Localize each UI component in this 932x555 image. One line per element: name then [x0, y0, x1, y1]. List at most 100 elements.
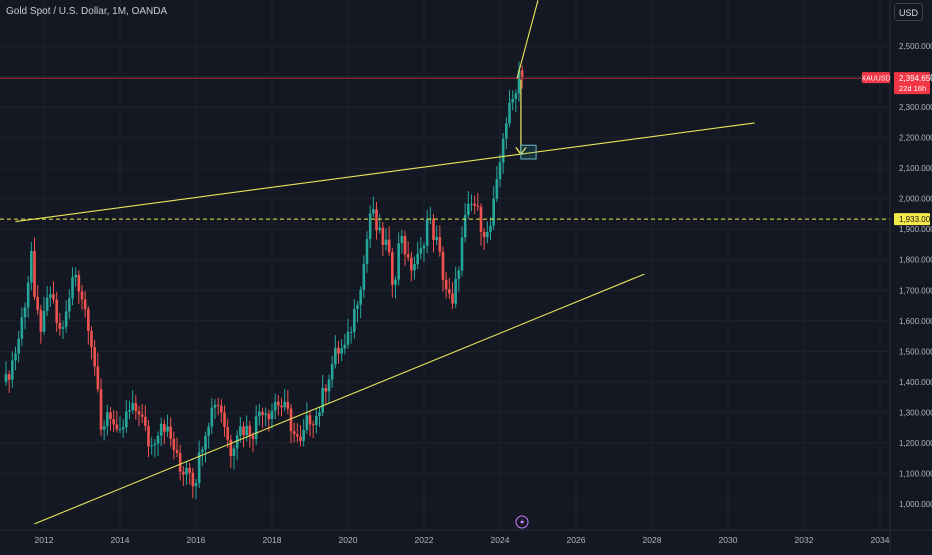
candle-body — [71, 277, 74, 299]
candle-body — [302, 429, 305, 441]
currency-button[interactable]: USD — [894, 3, 923, 21]
candle-body — [169, 426, 172, 439]
candle-body — [229, 439, 233, 457]
candle-body — [381, 227, 385, 245]
candle-body — [178, 452, 182, 472]
candle-body — [80, 291, 84, 300]
x-tick-label: 2020 — [339, 535, 358, 545]
candle-body — [292, 431, 296, 435]
candle-body — [289, 408, 293, 432]
candle-body — [156, 435, 160, 444]
candle-body — [140, 414, 144, 417]
candle-body — [419, 248, 423, 254]
drawings[interactable] — [0, 0, 890, 525]
candle-body — [248, 425, 252, 436]
candle-body — [441, 251, 445, 280]
candle-body — [425, 219, 429, 246]
candle-body — [267, 413, 271, 420]
candle-body — [226, 427, 229, 440]
candle-body — [93, 347, 96, 367]
candle-body — [201, 449, 204, 453]
y-tick-label: 1,400.000 — [899, 378, 932, 387]
candle-body — [242, 426, 245, 436]
candle-body — [150, 445, 153, 447]
candle-body — [517, 70, 521, 94]
chart-title: Gold Spot / U.S. Dollar, 1M, OANDA — [6, 6, 168, 17]
candle-body — [102, 426, 106, 430]
candle-body — [463, 214, 467, 238]
y-tick-label: 1,500.000 — [899, 347, 932, 356]
candle-body — [486, 231, 489, 238]
lightning-icon[interactable] — [515, 515, 529, 529]
candle-body — [220, 405, 223, 413]
current-price-tag — [894, 72, 930, 95]
candle-body — [308, 415, 312, 425]
candle-body — [448, 289, 451, 294]
y-tick-label: 2,000.000 — [899, 195, 932, 204]
candle-body — [375, 209, 378, 231]
candle-body — [197, 452, 201, 483]
candle-body — [185, 467, 188, 475]
candle-body — [61, 327, 65, 329]
candle-body — [251, 435, 255, 440]
candle-body — [299, 436, 302, 441]
candle-body — [112, 419, 115, 425]
x-tick-label: 2026 — [567, 535, 586, 545]
candle-body — [33, 250, 36, 297]
y-tick-label: 2,100.000 — [899, 164, 932, 173]
candle-body — [232, 448, 236, 457]
candle-body — [286, 401, 290, 409]
candle-body — [365, 239, 369, 264]
candle-body — [508, 102, 511, 124]
candle-body — [451, 293, 454, 304]
candle-body — [378, 227, 381, 231]
candle-body — [422, 245, 426, 249]
candle-body — [245, 425, 248, 436]
candle-body — [210, 407, 214, 427]
candle-body — [128, 410, 131, 412]
candle-body — [191, 472, 195, 487]
candle-body — [20, 317, 24, 339]
candle-body — [467, 204, 470, 215]
upper-trendline[interactable] — [15, 122, 755, 223]
y-tick-label: 2,300.000 — [899, 103, 932, 112]
candle-body — [216, 404, 220, 406]
candle-body — [368, 213, 372, 240]
target-box[interactable] — [520, 144, 537, 160]
x-tick-label: 2030 — [719, 535, 738, 545]
candle-body — [125, 411, 128, 428]
candle-body — [435, 236, 438, 240]
candle-body — [115, 424, 119, 430]
candle-body — [362, 263, 366, 290]
candle-body — [55, 299, 58, 323]
candle-body — [188, 467, 191, 473]
candle-body — [438, 236, 442, 252]
lower-trendline[interactable] — [34, 273, 645, 525]
candle-body — [384, 239, 388, 245]
candle-body — [296, 434, 299, 437]
candle-body — [153, 443, 157, 446]
candle-body — [26, 282, 30, 308]
candle-body — [264, 413, 267, 416]
candle-body — [406, 254, 410, 258]
candle-body — [14, 353, 17, 361]
candle-body — [321, 387, 324, 413]
candle-body — [106, 412, 109, 427]
steep-trendline[interactable] — [516, 0, 539, 79]
candle-body — [498, 162, 502, 180]
candle-body — [476, 205, 480, 207]
candle-body — [261, 411, 264, 416]
candle-body — [470, 203, 473, 205]
candle-body — [166, 426, 169, 432]
y-tick-label: 1,000.000 — [899, 500, 932, 509]
lightning-bolt — [520, 518, 525, 526]
candle-body — [23, 307, 27, 318]
candle-body — [175, 450, 179, 453]
candle-body — [495, 179, 499, 199]
candle-body — [327, 379, 331, 392]
candle-body — [432, 218, 435, 240]
